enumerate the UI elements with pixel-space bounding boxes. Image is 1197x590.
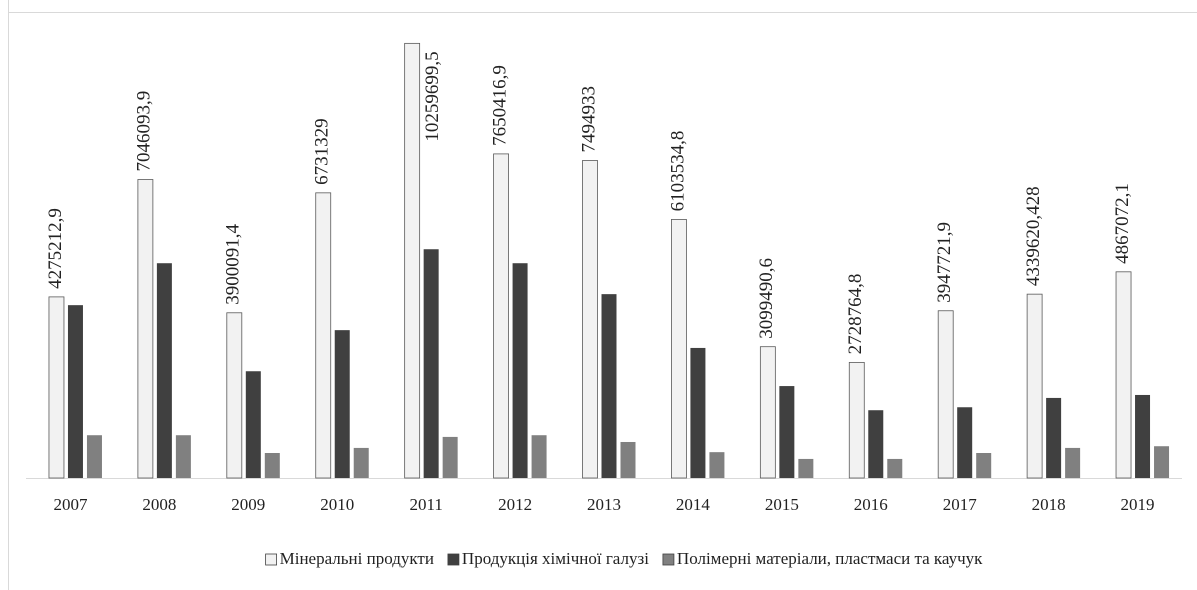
bar xyxy=(137,179,154,479)
bar xyxy=(1115,271,1132,479)
bar xyxy=(423,249,439,478)
x-tick-label: 2015 xyxy=(765,495,799,514)
x-tick-label: 2007 xyxy=(53,495,88,514)
bar xyxy=(48,296,65,479)
bar xyxy=(67,305,83,478)
bar xyxy=(404,42,421,479)
x-tick-label: 2009 xyxy=(231,495,265,514)
bar xyxy=(353,447,369,478)
value-label: 4275212,9 xyxy=(45,208,66,289)
bar xyxy=(582,160,598,479)
bar xyxy=(1135,394,1151,478)
bar xyxy=(601,294,617,478)
legend-swatch xyxy=(662,553,675,566)
bar xyxy=(531,435,547,478)
legend-swatch xyxy=(265,553,278,566)
bar xyxy=(442,436,458,478)
value-label: 7046093,9 xyxy=(134,91,155,172)
bar xyxy=(512,263,528,478)
bar xyxy=(976,453,992,478)
x-tick-label: 2016 xyxy=(854,495,888,514)
value-label: 6103534,8 xyxy=(667,131,688,212)
value-label: 3947721,9 xyxy=(934,222,955,303)
bar xyxy=(848,361,865,479)
bar xyxy=(779,386,795,478)
value-label: 2728764,8 xyxy=(845,274,866,355)
bar xyxy=(620,441,636,478)
x-tick-label: 2017 xyxy=(943,495,978,514)
x-tick-label: 2008 xyxy=(142,495,176,514)
bar xyxy=(334,330,350,478)
bar xyxy=(226,312,243,479)
value-label: 3099490,6 xyxy=(756,258,777,339)
bar xyxy=(671,219,687,479)
bar xyxy=(1065,447,1081,478)
bar xyxy=(1154,446,1170,478)
bar xyxy=(868,410,884,478)
bar xyxy=(175,435,191,478)
bar xyxy=(1046,397,1062,478)
bar xyxy=(264,453,280,478)
bar xyxy=(957,407,973,478)
legend-label: Мінеральні продукти xyxy=(280,549,434,568)
bar xyxy=(759,346,776,479)
value-label: 4867072,1 xyxy=(1112,183,1133,264)
value-label: 3900091,4 xyxy=(223,224,244,305)
bar xyxy=(493,153,509,479)
x-tick-label: 2012 xyxy=(498,495,532,514)
bar xyxy=(937,310,954,479)
legend-swatch xyxy=(447,553,460,566)
bar xyxy=(245,371,261,478)
bar xyxy=(86,435,102,478)
bar xyxy=(1026,293,1043,479)
legend-label: Полімерні матеріали, пластмаси та каучук xyxy=(677,549,983,568)
bar xyxy=(887,458,903,478)
value-label: 6731329 xyxy=(312,118,333,185)
bar xyxy=(690,347,706,478)
value-label: 7494933 xyxy=(578,86,599,153)
x-tick-label: 2019 xyxy=(1121,495,1155,514)
x-tick-label: 2011 xyxy=(409,495,442,514)
x-tick-label: 2010 xyxy=(320,495,354,514)
legend-label: Продукція хімічної галузі xyxy=(462,549,649,568)
x-tick-label: 2018 xyxy=(1032,495,1066,514)
value-label: 7650416,9 xyxy=(489,65,510,146)
bar xyxy=(315,192,332,479)
value-label: 4339620,428 xyxy=(1023,186,1044,286)
value-label: 10259699,5 xyxy=(422,51,443,141)
bar xyxy=(798,458,814,478)
bar xyxy=(156,263,172,478)
bar xyxy=(709,452,725,478)
x-tick-label: 2013 xyxy=(587,495,621,514)
x-tick-label: 2014 xyxy=(676,495,711,514)
